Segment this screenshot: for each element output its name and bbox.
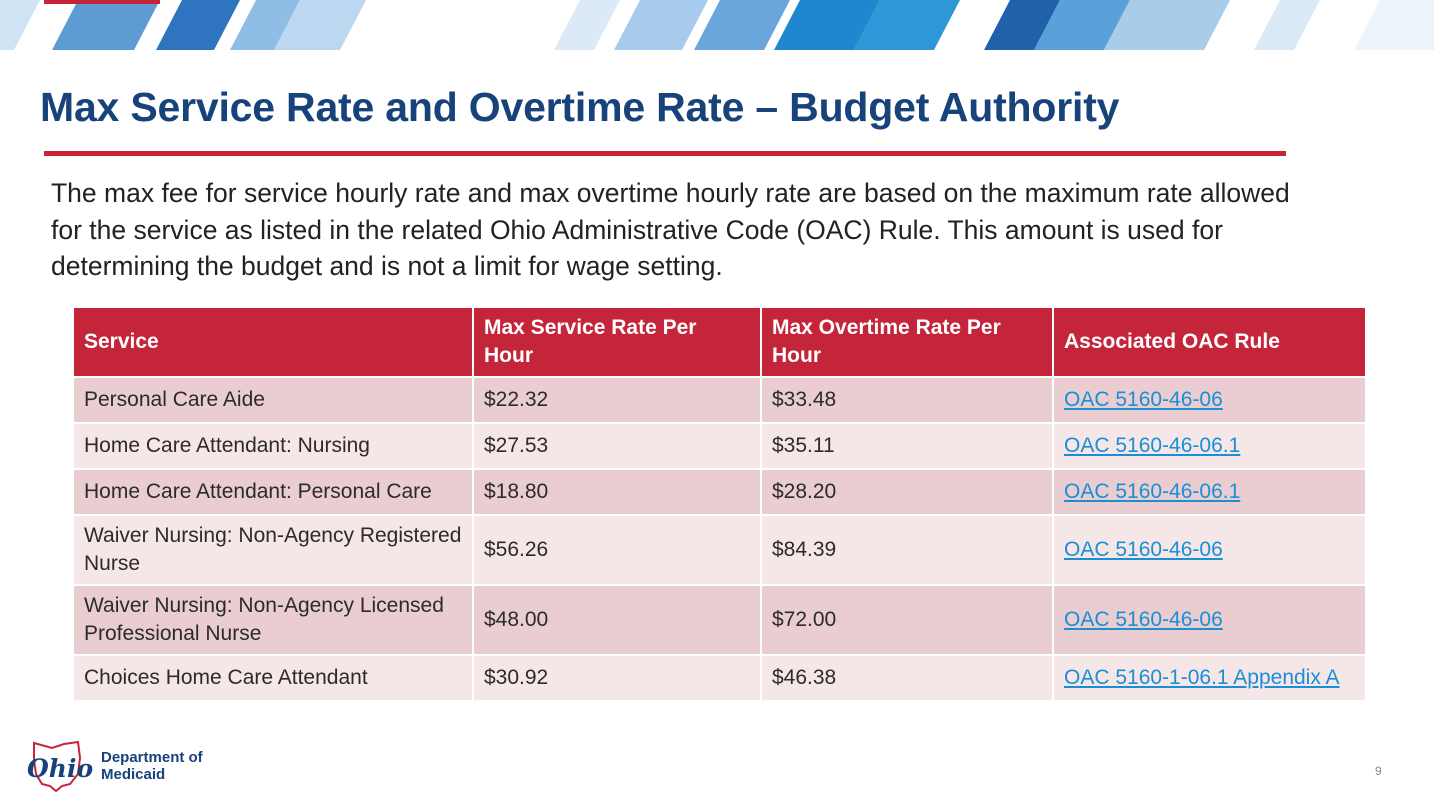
department-line-1: Department of (101, 749, 203, 766)
cell-overtime: $33.48 (760, 376, 1054, 424)
cell-service: Choices Home Care Attendant (72, 654, 474, 702)
cell-rate: $56.26 (472, 514, 762, 586)
cell-overtime: $84.39 (760, 514, 1054, 586)
oac-rule-link[interactable]: OAC 5160-46-06 (1064, 608, 1223, 631)
table-row: Home Care Attendant: Nursing $27.53 $35.… (72, 422, 1367, 470)
cell-rule: OAC 5160-46-06.1 (1052, 422, 1367, 470)
cell-service: Waiver Nursing: Non-Agency Registered Nu… (72, 514, 474, 586)
table-row: Waiver Nursing: Non-Agency Licensed Prof… (72, 584, 1367, 656)
cell-service: Waiver Nursing: Non-Agency Licensed Prof… (72, 584, 474, 656)
cell-rule: OAC 5160-1-06.1 Appendix A (1052, 654, 1367, 702)
cell-rule: OAC 5160-46-06 (1052, 514, 1367, 586)
ohio-wordmark: Ohio (27, 754, 93, 783)
table-header-row: Service Max Service Rate Per Hour Max Ov… (72, 306, 1367, 378)
oac-rule-link[interactable]: OAC 5160-46-06.1 (1064, 480, 1241, 503)
header-max-service-rate: Max Service Rate Per Hour (472, 306, 762, 378)
slide-title: Max Service Rate and Overtime Rate – Bud… (40, 84, 1120, 130)
oac-rule-link[interactable]: OAC 5160-46-06 (1064, 538, 1223, 561)
oac-rule-link[interactable]: OAC 5160-46-06 (1064, 388, 1223, 411)
cell-rule: OAC 5160-46-06.1 (1052, 468, 1367, 516)
cell-rate: $27.53 (472, 422, 762, 470)
intro-paragraph: The max fee for service hourly rate and … (51, 178, 1290, 281)
cell-rate: $22.32 (472, 376, 762, 424)
cell-rate: $48.00 (472, 584, 762, 656)
cell-overtime: $35.11 (760, 422, 1054, 470)
table-row: Choices Home Care Attendant $30.92 $46.3… (72, 654, 1367, 702)
header-oac-rule: Associated OAC Rule (1052, 306, 1367, 378)
page-number: 9 (1375, 764, 1382, 778)
cell-rate: $18.80 (472, 468, 762, 516)
table-row: Home Care Attendant: Personal Care $18.8… (72, 468, 1367, 516)
cell-rate: $30.92 (472, 654, 762, 702)
cell-service: Home Care Attendant: Personal Care (72, 468, 474, 516)
cell-overtime: $46.38 (760, 654, 1054, 702)
header-service: Service (72, 306, 474, 378)
title-divider (44, 151, 1286, 156)
department-name: Department of Medicaid (101, 749, 203, 783)
decorative-banner (0, 0, 1434, 50)
oac-rule-link[interactable]: OAC 5160-46-06.1 (1064, 434, 1241, 457)
cell-overtime: $28.20 (760, 468, 1054, 516)
cell-service: Personal Care Aide (72, 376, 474, 424)
header-max-overtime-rate: Max Overtime Rate Per Hour (760, 306, 1054, 378)
cell-overtime: $72.00 (760, 584, 1054, 656)
oac-rule-link[interactable]: OAC 5160-1-06.1 Appendix A (1064, 666, 1340, 689)
table-row: Personal Care Aide $22.32 $33.48 OAC 516… (72, 376, 1367, 424)
ohio-medicaid-logo: Ohio Department of Medicaid (26, 740, 226, 795)
cell-rule: OAC 5160-46-06 (1052, 376, 1367, 424)
table-row: Waiver Nursing: Non-Agency Registered Nu… (72, 514, 1367, 586)
department-line-2: Medicaid (101, 766, 166, 783)
cell-service: Home Care Attendant: Nursing (72, 422, 474, 470)
cell-rule: OAC 5160-46-06 (1052, 584, 1367, 656)
rates-table: Service Max Service Rate Per Hour Max Ov… (72, 306, 1367, 702)
ohio-state-outline-icon: Ohio (27, 740, 93, 792)
